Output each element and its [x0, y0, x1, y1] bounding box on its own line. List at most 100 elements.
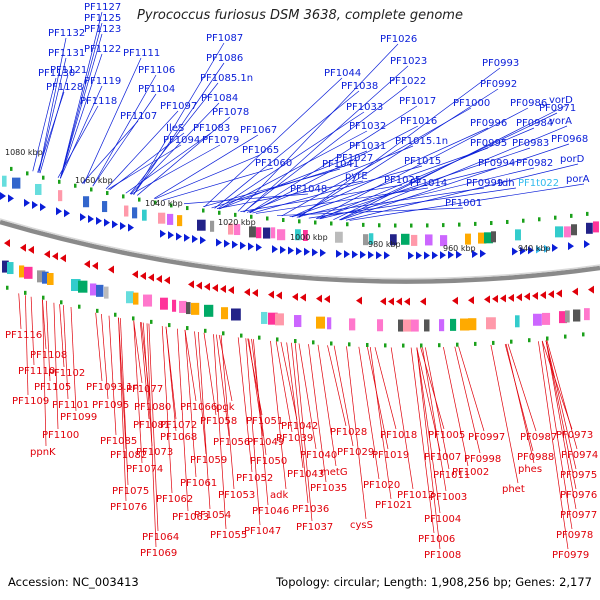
- forward-gene-arrow: [584, 240, 590, 249]
- marker-dot: [314, 220, 317, 225]
- tick-label: 1060 kbp: [75, 176, 113, 185]
- feature-block: [533, 313, 542, 326]
- callout-line: [253, 339, 269, 506]
- reverse-gene-label: PF1007: [424, 452, 461, 463]
- reverse-gene-arrow: [500, 294, 506, 303]
- reverse-gene-label: PF1018: [380, 430, 417, 441]
- callout-line: [297, 88, 499, 218]
- reverse-gene-arrow: [92, 261, 98, 270]
- forward-gene-arrow: [176, 232, 182, 241]
- callout-line: [291, 127, 489, 218]
- forward-gene-label: PF1027: [336, 153, 373, 164]
- feature-block: [584, 308, 590, 321]
- forward-gene-arrow: [288, 246, 294, 255]
- forward-gene-label: PF1078: [212, 107, 249, 118]
- feature-block: [249, 226, 256, 238]
- feature-block: [104, 286, 109, 299]
- forward-gene-label: IleS: [166, 123, 184, 134]
- callout-line: [281, 107, 472, 217]
- marker-dot: [168, 323, 171, 328]
- marker-dot: [384, 343, 387, 348]
- marker-dot: [114, 312, 117, 317]
- marker-dot: [24, 290, 27, 295]
- forward-gene-label: PF1026: [380, 34, 417, 45]
- forward-gene-label: PF1038: [341, 81, 378, 92]
- marker-dot: [420, 343, 423, 348]
- feature-block: [465, 233, 471, 245]
- forward-gene-label: PF1031: [349, 141, 386, 152]
- forward-gene-arrow: [536, 245, 542, 254]
- forward-gene-arrow: [8, 194, 14, 203]
- callout-line: [101, 314, 109, 400]
- callout-line: [545, 340, 577, 490]
- forward-gene-arrow: [160, 229, 166, 238]
- callout-line: [541, 340, 573, 430]
- reverse-gene-arrow: [540, 291, 546, 300]
- reverse-gene-label: PF1042: [281, 421, 318, 432]
- marker-dot: [312, 340, 315, 345]
- reverse-gene-arrow: [492, 294, 498, 303]
- callout-line: [38, 37, 67, 173]
- feature-block: [7, 262, 14, 275]
- reverse-gene-label: metG: [320, 467, 348, 478]
- callout-line: [443, 346, 469, 467]
- forward-gene-arrow: [528, 246, 534, 255]
- callout-line: [177, 328, 189, 512]
- callout-line: [422, 347, 447, 492]
- reverse-gene-label: PF0988: [517, 452, 554, 463]
- callout-line: [308, 344, 327, 483]
- marker-dot: [266, 216, 269, 221]
- callout-line: [504, 343, 534, 452]
- feature-block: [231, 308, 241, 321]
- feature-block: [2, 175, 7, 187]
- reverse-gene-arrow: [380, 297, 386, 306]
- reverse-gene-arrow: [508, 293, 514, 302]
- callout-line: [289, 187, 485, 218]
- forward-gene-arrow: [440, 251, 446, 260]
- callout-line: [32, 77, 57, 172]
- callout-line: [120, 318, 129, 486]
- callout-line: [349, 183, 585, 221]
- feature-block: [268, 312, 278, 325]
- topology-label: Topology: circular; Length: 1,908,256 bp…: [275, 575, 592, 589]
- feature-block: [484, 232, 493, 244]
- reverse-gene-label: PF1073: [136, 447, 173, 458]
- callout-line: [218, 334, 233, 402]
- feature-block: [515, 229, 521, 241]
- marker-dot: [186, 206, 189, 211]
- callout-line: [286, 342, 304, 469]
- callout-line: [216, 334, 230, 437]
- callout-line: [60, 85, 103, 179]
- feature-block: [167, 213, 174, 225]
- feature-block: [559, 311, 568, 324]
- feature-block: [96, 284, 104, 297]
- reverse-gene-arrow: [228, 286, 234, 295]
- reverse-gene-label: PF1105: [34, 382, 71, 393]
- marker-dot: [586, 211, 589, 216]
- callout-line: [294, 343, 313, 522]
- forward-gene-arrow: [408, 251, 414, 260]
- reverse-gene-label: PF1005: [428, 430, 465, 441]
- marker-dot: [458, 222, 461, 227]
- reverse-gene-label: PF1012: [397, 490, 434, 501]
- marker-dot: [528, 338, 531, 343]
- reverse-gene-label: PF1029: [337, 447, 374, 458]
- reverse-gene-label: PF1050: [250, 456, 287, 467]
- callout-line: [410, 347, 435, 534]
- forward-gene-label: PF1044: [324, 68, 361, 79]
- feature-block: [564, 226, 571, 238]
- reverse-gene-label: phes: [518, 464, 542, 475]
- callout-line: [39, 74, 69, 174]
- callout-line: [454, 346, 481, 454]
- reverse-gene-label: PF1101: [52, 400, 89, 411]
- forward-gene-arrow: [304, 247, 310, 256]
- forward-gene-arrow: [320, 248, 326, 257]
- callout-line: [57, 105, 99, 178]
- forward-gene-label: vorA: [549, 116, 572, 127]
- genome-ring: [0, 218, 600, 284]
- callout-line: [203, 332, 217, 416]
- feature-block: [401, 233, 410, 245]
- forward-gene-arrow: [416, 251, 422, 260]
- feature-block: [327, 317, 332, 330]
